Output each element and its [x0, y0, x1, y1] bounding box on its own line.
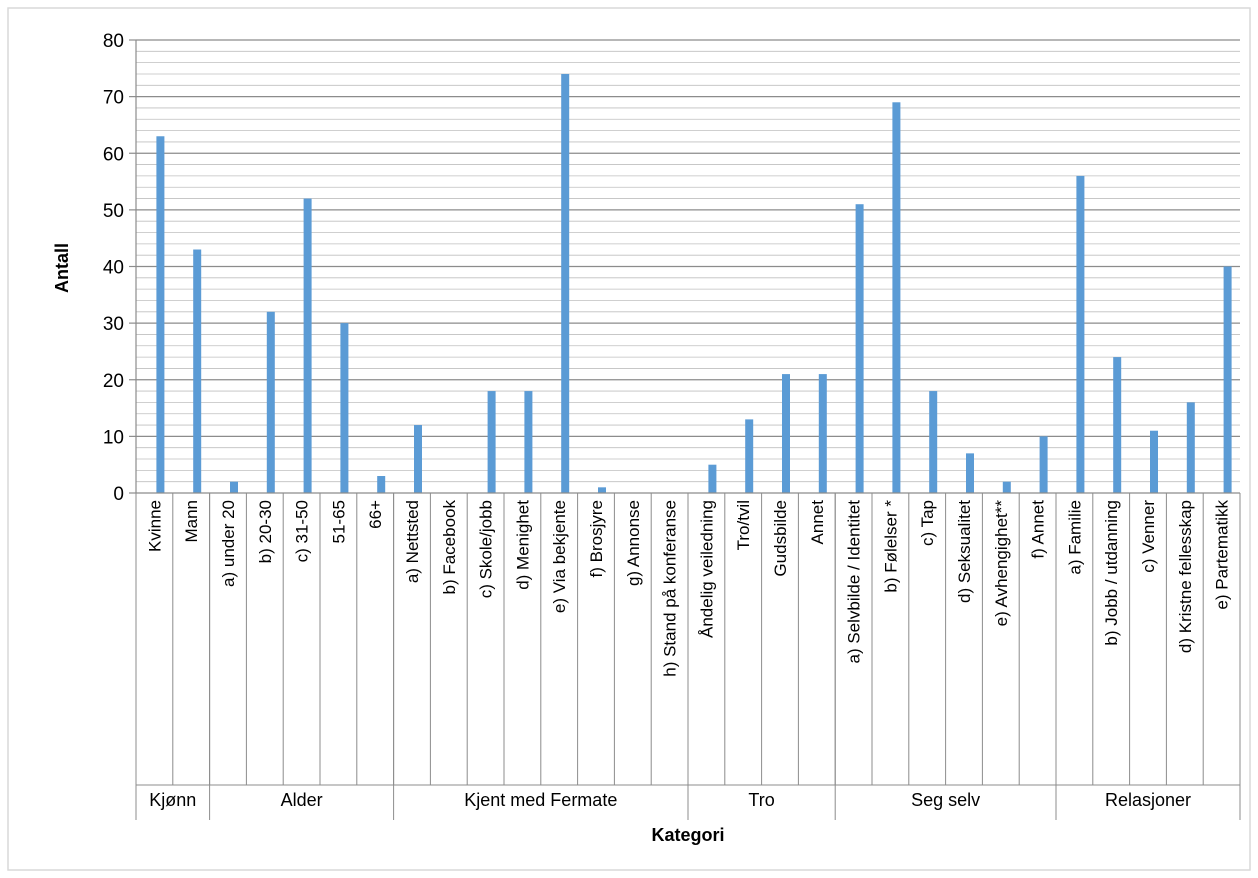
bar — [818, 374, 827, 493]
category-label: a) Nettsted — [403, 500, 422, 583]
bar — [1039, 436, 1048, 493]
category-label: a) Selvbilde / Identitet — [845, 500, 864, 664]
category-label: c) Venner — [1139, 500, 1158, 573]
category-label: f) Annet — [1029, 500, 1048, 559]
group-label: Kjønn — [149, 790, 196, 810]
category-label: Kvinne — [145, 500, 164, 552]
category-label: e) Partematikk — [1213, 500, 1232, 610]
x-axis-title: Kategori — [651, 825, 724, 845]
bar — [966, 453, 974, 493]
bar — [303, 198, 312, 494]
group-label: Relasjoner — [1105, 790, 1191, 810]
category-label: Gudsbilde — [771, 500, 790, 577]
bar — [745, 419, 754, 493]
category-label: d) Menighet — [513, 500, 532, 590]
bar — [524, 391, 533, 493]
category-label: a) under 20 — [219, 500, 238, 587]
group-label: Seg selv — [911, 790, 980, 810]
category-label: b) Følelser * — [881, 500, 900, 593]
axes — [129, 39, 1241, 820]
category-label: e) Avhengighet** — [992, 500, 1011, 627]
y-tick-label: 80 — [103, 31, 124, 52]
category-label: g) Annonse — [624, 500, 643, 586]
category-label: 66+ — [366, 500, 385, 529]
x-category-labels: Kvinne Mann a) under 20 b) 20-30 c) 31-50 51-… — [145, 500, 1231, 677]
bar — [855, 204, 864, 493]
group-label: Kjent med Fermate — [464, 790, 617, 810]
bar — [193, 249, 202, 493]
category-label: Mann — [182, 500, 201, 543]
bar — [782, 374, 790, 493]
category-label: e) Via bekjente — [550, 500, 569, 613]
bar — [230, 481, 238, 493]
bars — [156, 73, 1232, 494]
category-label: Åndelig veiledning — [697, 500, 716, 638]
bar — [487, 391, 496, 493]
y-axis-title: Antall — [52, 243, 72, 293]
bar — [156, 136, 165, 493]
y-tick-labels: 0 10 20 30 40 50 60 70 80 — [103, 31, 124, 505]
bar — [561, 73, 570, 493]
y-tick-label: 20 — [103, 371, 124, 392]
y-tick-label: 50 — [103, 201, 124, 222]
category-label: b) Facebook — [440, 500, 459, 595]
category-label: c) Skole/jobb — [477, 500, 496, 598]
bar — [1186, 402, 1195, 493]
bar — [377, 476, 386, 493]
bar — [266, 311, 275, 493]
bar — [929, 391, 938, 493]
category-label: c) Tap — [918, 500, 937, 546]
category-label: f) Brosjyre — [587, 500, 606, 577]
category-label: Tro/tvil — [734, 500, 753, 550]
bar — [1002, 481, 1011, 493]
group-label: Alder — [281, 790, 323, 810]
category-label: 51-65 — [329, 500, 348, 543]
bar — [1150, 430, 1158, 493]
y-tick-label: 40 — [103, 258, 124, 279]
y-tick-label: 70 — [103, 88, 124, 109]
category-label: a) Familie — [1065, 500, 1084, 575]
bar — [1076, 175, 1085, 493]
bar — [414, 425, 422, 493]
y-tick-label: 10 — [103, 427, 124, 448]
x-group-labels: Kjønn Alder Kjent med Fermate Tro Seg selv Re… — [149, 790, 1191, 810]
category-label: d) Kristne fellesskap — [1176, 500, 1195, 653]
bar — [708, 464, 717, 493]
bar — [598, 487, 606, 493]
bar — [1113, 357, 1122, 493]
category-label: h) Stand på konferanse — [661, 500, 680, 677]
category-label: c) 31-50 — [293, 500, 312, 562]
category-label: b) 20-30 — [256, 500, 275, 563]
y-tick-label: 30 — [103, 314, 124, 335]
bar — [340, 323, 349, 493]
bar — [1223, 266, 1232, 493]
group-label: Tro — [748, 790, 774, 810]
gridlines — [136, 39, 1240, 483]
category-label: d) Seksualitet — [955, 500, 974, 603]
y-tick-label: 0 — [113, 484, 124, 505]
category-label: Annet — [808, 500, 827, 545]
y-tick-label: 60 — [103, 144, 124, 165]
category-label: b) Jobb / utdanning — [1102, 500, 1121, 646]
bar — [892, 102, 901, 493]
